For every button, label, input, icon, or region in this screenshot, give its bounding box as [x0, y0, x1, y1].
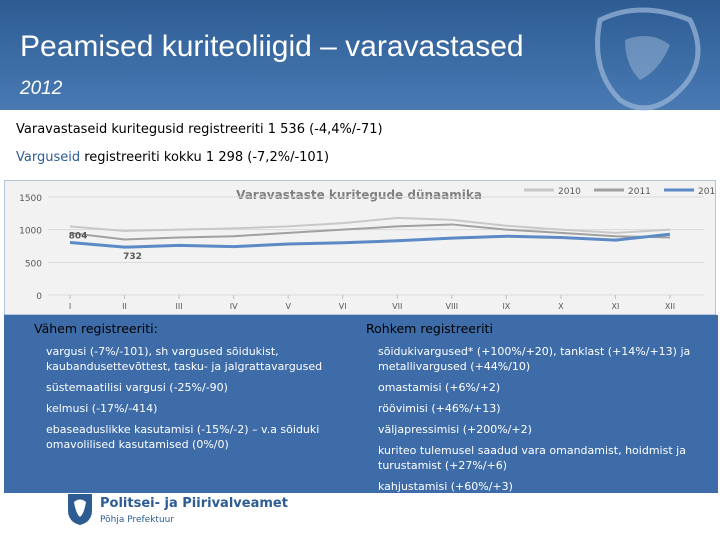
right-panel: Rohkem registreeriti sõidukivargused* (+… — [352, 315, 718, 493]
panel-heading: Vähem registreeriti: — [34, 321, 158, 336]
x-tick-label: V — [285, 302, 291, 311]
x-tick-label: XI — [612, 302, 620, 311]
x-tick-label: VIII — [446, 302, 459, 311]
left-panel: Vähem registreeriti: vargusi (-7%/-101),… — [4, 315, 352, 493]
x-tick-label: VII — [392, 302, 402, 311]
footer-org: Politsei- ja Piirivalveamet — [100, 496, 288, 511]
intro-line: Varavastaseid kuritegusid registreeriti … — [16, 122, 383, 137]
x-tick-label: IV — [230, 302, 238, 311]
list-item: ebaseaduslikke kasutamisi (-15%/-2) – v.… — [46, 423, 320, 451]
y-tick-label: 1000 — [19, 227, 42, 237]
list-item: kuriteo tulemusel saadud vara omandamist… — [378, 444, 686, 472]
slide-subtitle: 2012 — [20, 78, 63, 99]
chart: Varavastaste kuritegude dünaamika 0 500 10… — [4, 180, 716, 315]
slide-title: Peamised kuriteoliigid – varavastased — [20, 30, 524, 63]
logo — [68, 494, 92, 525]
legend-label: 2010 — [558, 187, 581, 197]
list-item: kahjustamisi (+60%/+3) — [378, 480, 513, 493]
data-label: 732 — [123, 252, 142, 262]
list: vargusi (-7%/-101), sh vargused sõidukis… — [34, 344, 352, 452]
legend-label: 2011 — [628, 187, 651, 197]
x-tick-label: XII — [665, 302, 675, 311]
intro-line: Varguseid registreeriti kokku 1 298 (-7,… — [16, 150, 329, 165]
list-item: röövimisi (+46%/+13) — [378, 402, 501, 415]
emblem — [595, 7, 701, 111]
list-item: kelmusi (-17%/-414) — [46, 402, 158, 415]
y-tick-label: 0 — [36, 292, 42, 302]
panel-heading: Rohkem registreeriti — [366, 321, 493, 336]
list-item: süstemaatilisi vargusi (-25%/-90) — [46, 381, 228, 394]
list-item: omastamisi (+6%/+2) — [378, 381, 501, 394]
x-tick-label: II — [122, 302, 127, 311]
line — [69, 223, 671, 241]
y-tick-label: 500 — [25, 259, 42, 269]
x-tick-label: X — [558, 302, 564, 311]
list-item: vargusi (-7%/-101), sh vargused sõidukis… — [46, 345, 323, 373]
x-tick-label: III — [176, 302, 183, 311]
x-tick-label: IX — [502, 302, 510, 311]
line — [69, 232, 671, 249]
x-tick-label: VI — [339, 302, 347, 311]
footer-unit: Põhja Prefektuur — [100, 515, 175, 525]
text: registreeriti kokku 1 298 (-7,2%/-101) — [84, 150, 330, 165]
highlight: Varguseid — [16, 150, 81, 165]
legend-label: 2012 — [698, 187, 716, 197]
x-tick-label: I — [69, 302, 71, 311]
y-tick-label: 1500 — [19, 194, 42, 204]
list: sõidukivargused* (+100%/+20), tanklast (… — [366, 344, 708, 494]
chart-title: Varavastaste kuritegude dünaamika — [236, 188, 482, 202]
list-item: väljapressimisi (+200%/+2) — [378, 423, 532, 436]
list-item: sõidukivargused* (+100%/+20), tanklast (… — [378, 345, 691, 373]
data-label: 804 — [69, 231, 88, 241]
line — [69, 216, 671, 234]
